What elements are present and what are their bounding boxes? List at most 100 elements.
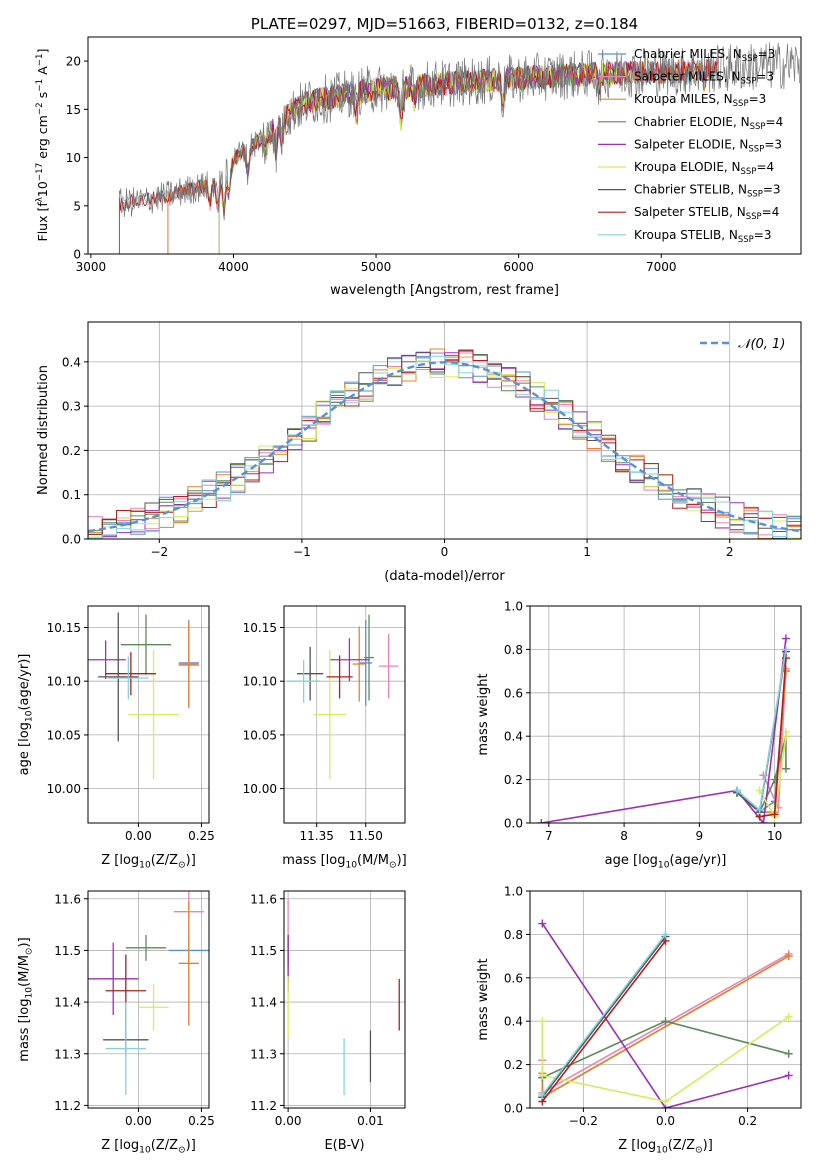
- age-vs-mass-xlabel-part: mass [log: [282, 853, 345, 868]
- mass-weight-vs-Z-ylabel: mass weight: [476, 958, 491, 1040]
- weight-marker-chabrier_elodie: [781, 764, 790, 773]
- weight-marker-kroupa_elodie: [661, 1097, 670, 1106]
- spectrum-xtick-label: 5000: [361, 260, 392, 274]
- residuals-ytick-label: 0.2: [62, 444, 81, 458]
- age-vs-Z-ylabel-part: 10: [24, 710, 34, 722]
- age-vs-Z-ytick-label: 10.05: [47, 728, 81, 742]
- residuals-ytick-label: 0.1: [62, 488, 81, 502]
- legend-label-sub: SSP: [742, 54, 758, 64]
- age-vs-Z-xlabel-part: ⊙: [178, 860, 186, 870]
- weight-marker-kroupa_stelib: [781, 645, 790, 654]
- weight-marker-salpeter_stelib: [781, 654, 790, 663]
- legend-label-sub: SSP: [738, 235, 754, 245]
- age-vs-Z-xlabel: Z [log10(Z/Z⊙)]: [101, 853, 196, 870]
- age-vs-Z: 0.00 0.25 10.00 10.05 10.10 10.15: [47, 605, 215, 843]
- mass-weight-vs-Z-ytick-label: 0.4: [504, 1015, 523, 1029]
- mass-vs-EBV-ytick-label: 11.6: [250, 892, 277, 906]
- legend-label-salpeter_miles: Salpeter MILES, NSSP=3: [634, 70, 774, 87]
- legend-label-part: Salpeter ELODIE, N: [634, 137, 748, 151]
- mass-weight-vs-Z-xtick-label: −0.2: [569, 1114, 598, 1128]
- legend-label-part: Chabrier STELIB, N: [634, 183, 747, 197]
- residuals-plot-area: [88, 348, 801, 539]
- mass-weight-vs-age-ytick-label: 1.0: [504, 600, 523, 614]
- spectrum-ylabel-part: Flux [f: [35, 202, 50, 242]
- histogram-salpeter_stelib: [88, 349, 801, 539]
- mass-vs-Z-xlabel-part: 10: [139, 1145, 151, 1155]
- residuals-legend: 𝒩(0, 1): [700, 337, 785, 352]
- weight-marker-chabrier_elodie: [784, 1049, 793, 1058]
- mass-vs-Z-ytick-label: 11.6: [54, 892, 81, 906]
- weight-marker-kroupa_miles: [784, 952, 793, 961]
- mass-weight-vs-age: 7 8 9 10 0.0 0.2 0.4 0.6 0.8 1.0: [504, 600, 802, 843]
- legend-label-salpeter_elodie: Salpeter ELODIE, NSSP=3: [634, 137, 782, 154]
- mass-weight-vs-age-ytick-label: 0.6: [504, 686, 523, 700]
- legend-label-salpeter_stelib: Salpeter STELIB, NSSP=4: [634, 205, 779, 222]
- spectrum-ytick-label: 20: [66, 55, 81, 69]
- mass-weight-vs-Z-plot-area: [538, 919, 793, 1108]
- weight-marker-kroupa_stelib: [733, 786, 742, 795]
- legend-label-part: =3: [764, 137, 782, 151]
- age-vs-mass-xlabel-part: ⊙: [389, 860, 397, 870]
- residuals-xtick-label: −2: [150, 545, 168, 559]
- mass-vs-EBV-ytick-label: 11.4: [250, 996, 277, 1010]
- age-vs-mass-xtick-label: 11.35: [300, 829, 334, 843]
- mass-weight-vs-Z-xlabel-part: )]: [703, 1138, 713, 1153]
- age-vs-Z-ytick-label: 10.10: [47, 675, 81, 689]
- age-vs-mass-ytick-label: 10.15: [243, 621, 277, 635]
- spectrum-ylabel: Flux [fλ10−17 erg cm−2 s−1 A−1]: [35, 49, 50, 242]
- weight-marker-salpeter_elodie: [759, 819, 768, 823]
- weight-marker-salpeter_elodie: [784, 1071, 793, 1080]
- residuals: −2 −1 0 1 2 0.0 0.1 0.2 0.3 0.4: [62, 321, 802, 559]
- residuals-ylabel: Normed distribution: [36, 365, 51, 495]
- residuals-ytick-label: 0.4: [62, 355, 81, 369]
- mass-vs-Z-xtick-label: 0.00: [125, 1114, 152, 1128]
- age-vs-Z-ylabel-part: (age/yr)]: [17, 654, 32, 711]
- residuals-xtick-label: 2: [726, 545, 734, 559]
- mass-vs-Z-ytick-label: 11.3: [54, 1047, 81, 1061]
- mass-vs-Z-ylabel-part: 10: [24, 987, 34, 999]
- mass-vs-Z-frame: [87, 890, 210, 1109]
- mass-vs-Z-ytick-label: 11.4: [54, 996, 81, 1010]
- legend-label-part: Kroupa ELODIE, N: [634, 160, 741, 174]
- legend-label-part: =3: [758, 47, 776, 61]
- mass-weight-vs-Z-ytick-label: 0.8: [504, 928, 523, 942]
- spectrum-xlabel: wavelength [Angstrom, rest frame]: [330, 283, 559, 298]
- legend-label-chabrier_stelib: Chabrier STELIB, NSSP=3: [634, 183, 781, 200]
- legend-label-part: =3: [749, 92, 767, 106]
- age-vs-Z-ytick-label: 10.00: [47, 782, 81, 796]
- spectrum-ylabel-part: −17: [35, 163, 45, 181]
- weight-line-kroupa_stelib: [541, 933, 667, 1096]
- spectrum-title: PLATE=0297, MJD=51663, FIBERID=0132, z=0…: [251, 15, 638, 33]
- age-vs-mass: 11.35 11.50 10.00 10.05 10.10 10.15: [243, 605, 406, 843]
- spectrum-ylabel-part: erg cm: [35, 115, 50, 163]
- spectrum-xtick-label: 3000: [76, 260, 107, 274]
- spectrum-ytick-label: 15: [66, 103, 81, 117]
- weight-line-kroupa_elodie: [541, 1016, 790, 1103]
- mass-weight-vs-age-plot-area: [537, 634, 790, 823]
- mass-weight-vs-age-xtick-label: 10: [767, 829, 782, 843]
- mass-vs-Z-xlabel-part: ⊙: [178, 1145, 186, 1155]
- weight-marker-kroupa_stelib: [661, 930, 670, 939]
- histogram-salpeter_elodie: [88, 349, 801, 539]
- mass-weight-vs-age-xlabel-part: age [log: [605, 853, 658, 868]
- residuals-xtick-label: 1: [583, 545, 591, 559]
- age-vs-mass-xlabel-part: (M/M: [357, 853, 389, 868]
- legend-label-chabrier_miles: Chabrier MILES, NSSP=3: [634, 47, 775, 64]
- weight-marker-chabrier_elodie: [661, 1017, 670, 1026]
- mass-vs-Z-ylabel-part: (M/M: [17, 955, 32, 987]
- age-vs-Z-xlabel-part: 10: [139, 860, 151, 870]
- mass-vs-EBV-frame: [283, 890, 406, 1109]
- weight-marker-salpeter_elodie: [781, 634, 790, 643]
- age-vs-Z-xlabel-part: Z [log: [101, 853, 139, 868]
- age-vs-Z-xlabel-part: )]: [186, 853, 196, 868]
- age-vs-Z-plot-area: [88, 612, 199, 779]
- mass-vs-Z-xlabel: Z [log10(Z/Z⊙)]: [101, 1138, 196, 1155]
- spectrum: 3000 4000 5000 6000 7000 0 5 10 15 20: [66, 36, 802, 274]
- spectrum-ylabel-part: −2: [35, 102, 45, 115]
- legend-label-kroupa_elodie: Kroupa ELODIE, NSSP=4: [634, 160, 774, 177]
- weight-marker-kroupa_stelib: [755, 805, 764, 814]
- mass-vs-Z: 0.00 0.25 11.2 11.3 11.4 11.5 11.6: [54, 890, 215, 1128]
- legend-label-part: =4: [756, 160, 774, 174]
- spectrum-xtick-label: 6000: [503, 260, 534, 274]
- residuals-xtick-label: −1: [293, 545, 311, 559]
